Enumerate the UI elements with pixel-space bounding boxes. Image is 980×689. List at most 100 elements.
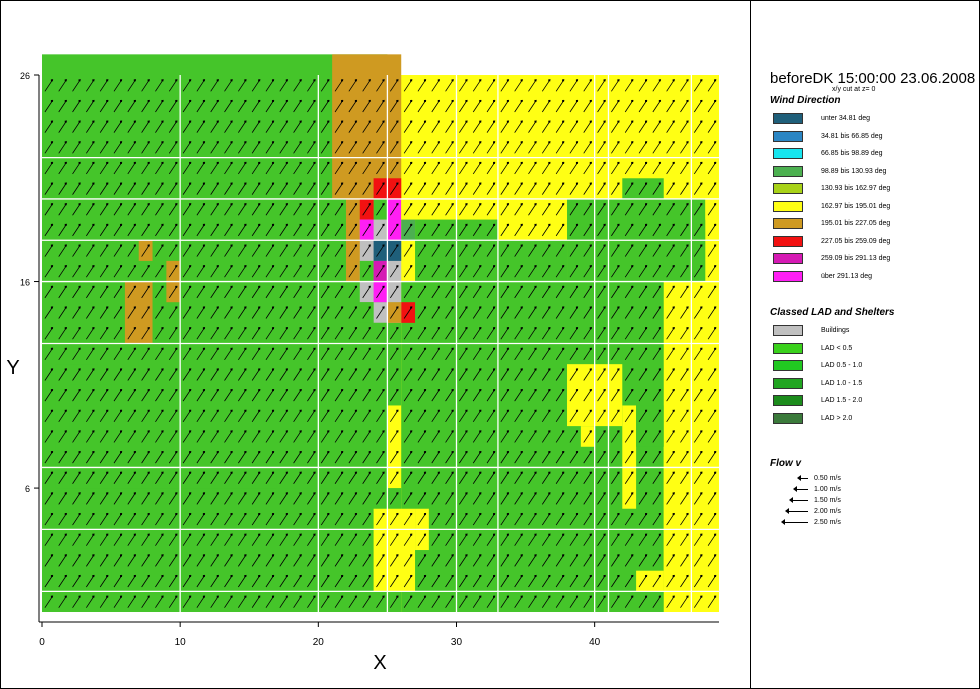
wind-vector-head [119, 161, 122, 164]
wind-vector-head [78, 471, 81, 474]
wind-vector-head [479, 79, 482, 82]
wind-vector-head [175, 347, 178, 350]
lad-legend-row: LAD 0.5 - 1.0 [770, 357, 975, 375]
wind-vector-head [465, 492, 468, 495]
wind-vector-head [216, 409, 219, 412]
wind-vector-head [631, 513, 634, 516]
wind-vector-head [534, 389, 537, 392]
wind-vector-head [382, 513, 385, 516]
flow-arrow-icon [770, 473, 810, 484]
wind-vector-head [645, 223, 648, 226]
wind-vector-head [686, 471, 689, 474]
wind-vector-head [354, 595, 357, 598]
wind-vector-head [437, 223, 440, 226]
wind-vector-head [189, 120, 192, 123]
wind-vector-head [64, 182, 67, 185]
wind-vector-head [506, 554, 509, 557]
wind-vector-head [658, 265, 661, 268]
wind-vector-head [299, 99, 302, 102]
wind-vector-head [161, 203, 164, 206]
wind-vector-head [562, 389, 565, 392]
wind-vector-head [382, 161, 385, 164]
wind-vector-head [423, 471, 426, 474]
wind-vector-head [714, 554, 717, 557]
wind-vector-head [589, 595, 592, 598]
wind-vector-head [396, 306, 399, 309]
wind-vector-head [354, 347, 357, 350]
wind-vector-head [493, 430, 496, 433]
wind-vector-head [548, 141, 551, 144]
wind-vector-head [382, 575, 385, 578]
wind-vector-head [147, 368, 150, 371]
wind-direction-legend-row: unter 34.81 deg [770, 110, 975, 128]
wind-vector-head [437, 389, 440, 392]
wind-vector-head [548, 79, 551, 82]
wind-vector-head [64, 533, 67, 536]
wind-vector-head [410, 533, 413, 536]
wind-vector-head [354, 451, 357, 454]
wind-vector-head [700, 223, 703, 226]
wind-vector-head [410, 120, 413, 123]
wind-vector-head [479, 471, 482, 474]
wind-vector-head [147, 203, 150, 206]
wind-vector-head [520, 595, 523, 598]
wind-vector-head [631, 327, 634, 330]
wind-vector-head [299, 141, 302, 144]
wind-vector-head [189, 409, 192, 412]
wind-vector-head [341, 575, 344, 578]
wind-vector-head [700, 244, 703, 247]
wind-vector-head [341, 554, 344, 557]
wind-vector-head [78, 368, 81, 371]
wind-vector-head [92, 471, 95, 474]
wind-vector-head [175, 327, 178, 330]
wind-vector-head [686, 244, 689, 247]
wind-vector-head [258, 120, 261, 123]
wind-vector-head [92, 182, 95, 185]
wind-vector-head [410, 99, 413, 102]
wind-vector-head [548, 368, 551, 371]
wind-vector-head [119, 265, 122, 268]
wind-vector-head [161, 182, 164, 185]
wind-vector-head [700, 265, 703, 268]
wind-vector-head [631, 99, 634, 102]
wind-vector-head [299, 513, 302, 516]
wind-vector-head [161, 244, 164, 247]
wind-vector-head [534, 265, 537, 268]
wind-vector-head [299, 595, 302, 598]
wind-vector-head [396, 223, 399, 226]
wind-direction-legend: unter 34.81 deg 34.81 bis 66.85 deg 66.85 … [770, 110, 975, 285]
legend-panel: beforeDK 15:00:00 23.06.2008 x/y cut at … [770, 70, 975, 528]
wind-vector-head [382, 120, 385, 123]
wind-vector-head [299, 430, 302, 433]
wind-vector-head [382, 285, 385, 288]
wind-vector-head [631, 471, 634, 474]
wind-vector-head [714, 533, 717, 536]
wind-vector-head [106, 141, 109, 144]
wind-vector-head [175, 368, 178, 371]
wind-vector-head [645, 203, 648, 206]
wind-vector-head [589, 327, 592, 330]
wind-vector-head [161, 161, 164, 164]
wind-vector-head [64, 492, 67, 495]
wind-vector-head [106, 306, 109, 309]
wind-vector-head [465, 223, 468, 226]
flow-legend-row: 2.50 m/s [770, 517, 975, 528]
wind-vector-head [658, 285, 661, 288]
wind-direction-heading: Wind Direction [770, 95, 841, 106]
wind-vector-head [382, 533, 385, 536]
wind-vector-head [506, 347, 509, 350]
wind-vector-head [410, 223, 413, 226]
wind-vector-head [493, 182, 496, 185]
wind-vector-head [520, 554, 523, 557]
wind-vector-head [327, 595, 330, 598]
wind-vector-head [617, 451, 620, 454]
legend-title: beforeDK 15:00:00 23.06.2008 [770, 70, 976, 87]
wind-vector-head [64, 595, 67, 598]
wind-vector-head [64, 430, 67, 433]
wind-vector-head [410, 368, 413, 371]
wind-vector-head [147, 285, 150, 288]
wind-vector-head [299, 79, 302, 82]
wind-vector-head [341, 182, 344, 185]
wind-vector-head [230, 554, 233, 557]
wind-vector-head [64, 120, 67, 123]
